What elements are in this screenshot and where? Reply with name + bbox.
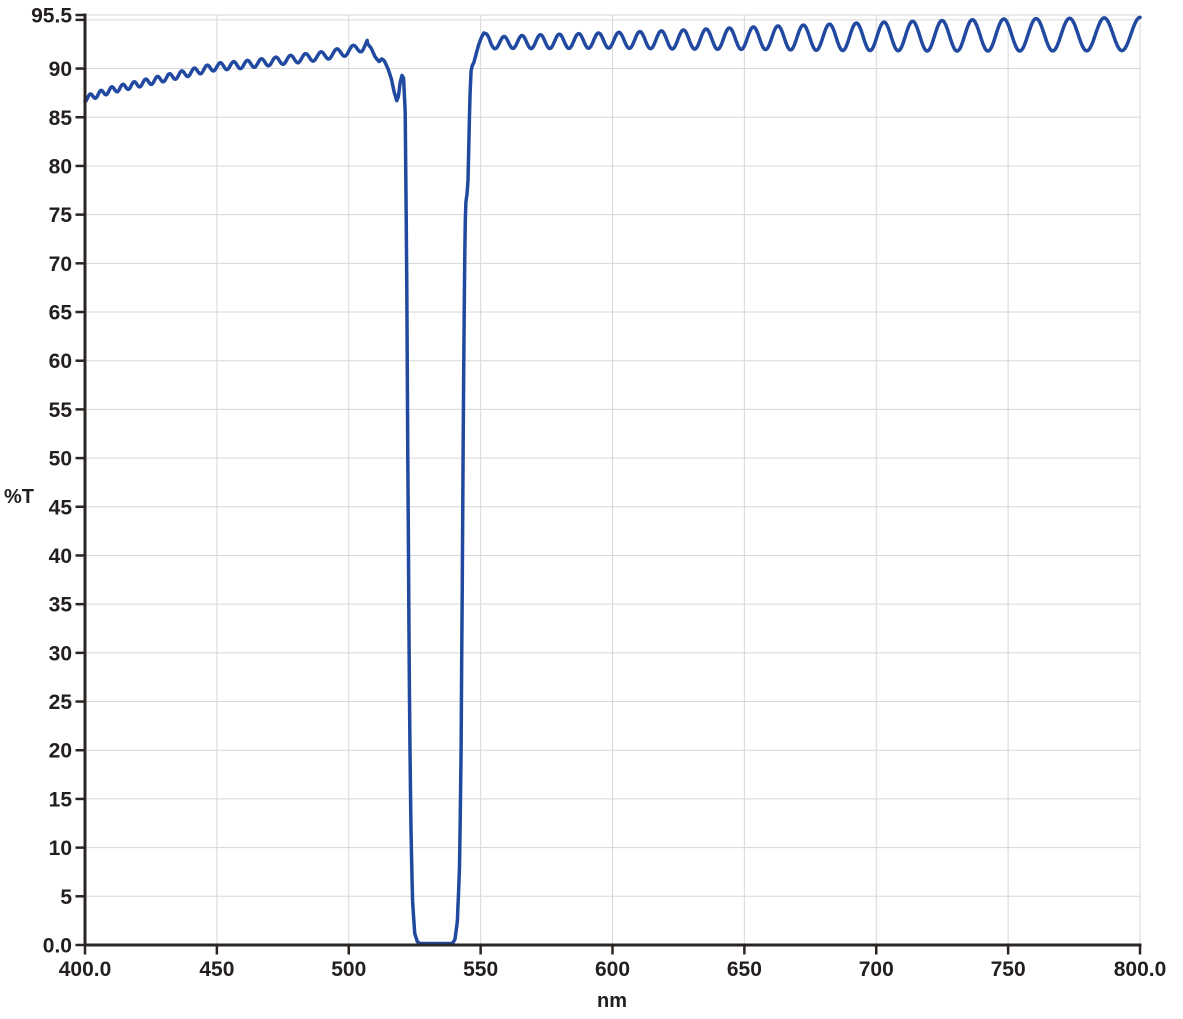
y-tick-label: 60: [49, 350, 72, 373]
transmission-curve: [83, 15, 1142, 946]
y-tick-label: 0.0: [43, 935, 72, 958]
y-tick-label: 10: [49, 837, 72, 860]
y-tick-label: 30: [49, 642, 72, 665]
x-tick-label: 450: [199, 958, 234, 981]
y-tick-label: 25: [49, 691, 73, 714]
y-tick-label: 50: [49, 448, 72, 471]
y-tick-label: 85: [49, 107, 73, 130]
y-tick-label: 65: [49, 302, 73, 325]
x-tick-label: 800.0: [1114, 958, 1167, 981]
x-tick-label: 550: [463, 958, 498, 981]
y-tick-label: 15: [49, 788, 73, 811]
y-axis-title: %T: [4, 486, 34, 508]
x-tick-label: 600: [595, 958, 630, 981]
y-tick-label: 35: [49, 594, 73, 617]
x-axis-title: nm: [597, 990, 627, 1012]
x-tick-label: 750: [991, 958, 1026, 981]
y-tick-label: 55: [49, 399, 73, 422]
y-tick-label: 45: [49, 496, 73, 519]
y-tick-label: 90: [49, 58, 72, 81]
y-tick-label: 95.5: [31, 5, 72, 28]
y-tick-label: 75: [49, 204, 73, 227]
x-tick-label: 650: [727, 958, 762, 981]
y-tick-label: 70: [49, 253, 72, 276]
y-tick-label: 5: [60, 886, 72, 909]
x-tick-label: 700: [859, 958, 894, 981]
y-tick-label: 40: [49, 545, 72, 568]
y-tick-label: 20: [49, 740, 72, 763]
y-tick-label: 80: [49, 155, 72, 178]
x-tick-label: 500: [331, 958, 366, 981]
x-tick-label: 400.0: [59, 958, 112, 981]
